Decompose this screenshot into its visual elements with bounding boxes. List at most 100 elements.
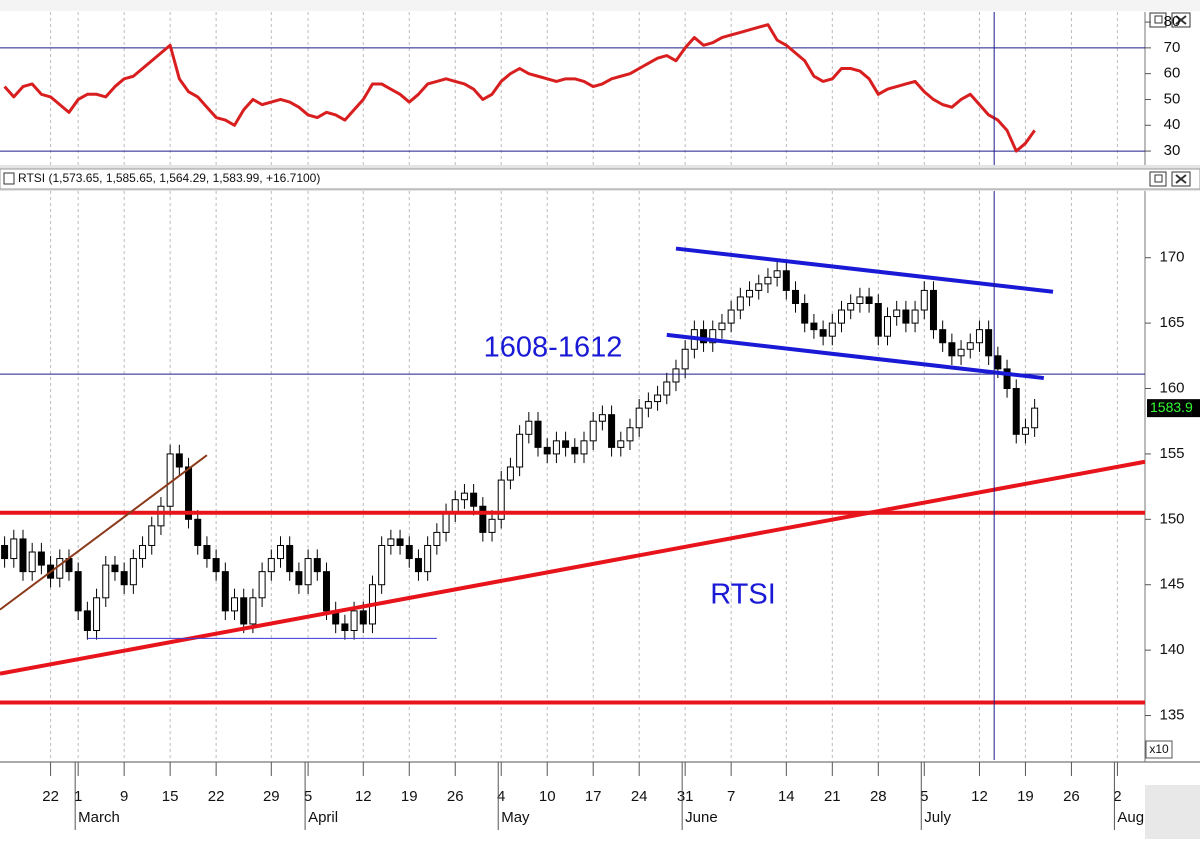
x-tick-label: 10 <box>539 788 556 805</box>
candle-body <box>718 322 726 331</box>
candle-body <box>902 309 910 324</box>
candle-body <box>589 420 597 442</box>
candle-body <box>727 309 735 324</box>
candle-body <box>157 505 165 527</box>
candle-body <box>139 544 147 560</box>
y-tick-label: 155 <box>1159 445 1184 462</box>
x-tick-label: 2 <box>1113 788 1121 805</box>
candle-body <box>810 322 818 331</box>
month-label: July <box>924 809 951 826</box>
scale-note: x10 <box>1149 742 1169 756</box>
candle-body <box>120 571 128 586</box>
candle-body <box>966 342 974 350</box>
candle-body <box>534 420 542 448</box>
x-tick-label: 26 <box>1063 788 1080 805</box>
x-tick-label: 15 <box>162 788 179 805</box>
annotation: 1608-1612 <box>484 332 623 364</box>
x-tick-label: 9 <box>120 788 128 805</box>
trend-line <box>666 332 1045 381</box>
candle-body <box>516 433 524 468</box>
candle-body <box>56 558 64 579</box>
candle-body <box>212 558 220 573</box>
last-price-box <box>1147 399 1200 418</box>
y-tick-label: 60 <box>1164 65 1181 82</box>
candle-body <box>396 538 404 546</box>
candle-body <box>129 558 137 586</box>
y-tick-label: 50 <box>1164 90 1181 107</box>
x-tick-label: 26 <box>447 788 464 805</box>
candle-body <box>819 329 827 337</box>
x-tick-label: 28 <box>870 788 887 805</box>
candle-body <box>221 571 229 612</box>
candle-body <box>433 531 441 546</box>
candle-body <box>405 544 413 560</box>
axis-corner <box>1145 785 1200 839</box>
x-tick-label: 31 <box>677 788 694 805</box>
x-tick-label: 24 <box>631 788 648 805</box>
candle-body <box>764 276 772 285</box>
candle-body <box>304 558 312 586</box>
candle-body <box>424 544 432 573</box>
candle-body <box>571 446 579 455</box>
candle-body <box>470 492 478 507</box>
candle-body <box>111 564 119 573</box>
candle-body <box>341 623 349 632</box>
candle-body <box>460 492 468 501</box>
candle-body <box>893 309 901 318</box>
y-tick-label: 150 <box>1159 510 1184 527</box>
y-tick-label: 170 <box>1159 249 1184 266</box>
candle-body <box>709 329 717 344</box>
candle-body <box>874 302 882 337</box>
candle-body <box>19 538 27 573</box>
candle-body <box>74 571 82 612</box>
x-tick-label: 1 <box>74 788 82 805</box>
month-label: April <box>308 809 338 826</box>
candle-body <box>37 551 45 566</box>
candle-body <box>957 348 965 357</box>
candle-body <box>681 348 689 370</box>
rsi-header <box>0 0 1200 11</box>
candle-body <box>1031 407 1039 429</box>
candle-body <box>644 401 652 409</box>
candle-body <box>994 355 1002 370</box>
candle-body <box>865 296 873 304</box>
candle-body <box>736 296 744 311</box>
candle-body <box>939 329 947 344</box>
candle-body <box>1003 368 1011 390</box>
candle-body <box>543 446 551 455</box>
x-tick-label: 22 <box>208 788 225 805</box>
candle-body <box>552 440 560 455</box>
candle-body <box>929 289 937 331</box>
candle-body <box>93 597 101 632</box>
candle-body <box>755 283 763 291</box>
panel-icon <box>3 172 15 185</box>
candle-body <box>479 505 487 533</box>
close-icon <box>1175 15 1187 25</box>
candle-body <box>175 453 183 468</box>
x-tick-label: 5 <box>304 788 312 805</box>
candle-body <box>792 289 800 304</box>
candle-body <box>194 518 202 546</box>
y-tick-label: 70 <box>1164 39 1181 56</box>
candle-body <box>975 329 983 344</box>
candle-body <box>626 427 634 442</box>
candle-body <box>1 544 9 560</box>
candle-body <box>562 440 570 448</box>
panel-header <box>0 168 1200 190</box>
candle-body <box>782 270 790 291</box>
candle-body <box>267 558 275 573</box>
x-tick-label: 5 <box>920 788 928 805</box>
x-tick-label: 29 <box>263 788 280 805</box>
maximize-button[interactable] <box>1149 171 1167 187</box>
y-tick-label: 145 <box>1159 576 1184 593</box>
candle-body <box>617 440 625 448</box>
candle-body <box>488 518 496 533</box>
candle-body <box>286 544 294 573</box>
candle-body <box>838 309 846 324</box>
candle-body <box>598 414 606 422</box>
candle-body <box>277 544 285 560</box>
candle-body <box>654 394 662 403</box>
x-tick-label: 19 <box>1017 788 1034 805</box>
candle-body <box>920 289 928 311</box>
